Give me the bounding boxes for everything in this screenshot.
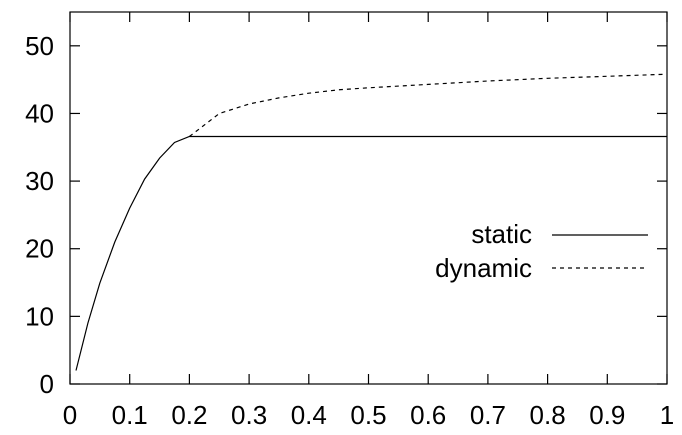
series-lines <box>75 73 668 371</box>
legend-label-static: static <box>471 219 532 249</box>
x-tick-label: 0.6 <box>410 400 446 430</box>
axis-ticks <box>69 12 668 385</box>
y-tick-label: 0 <box>40 369 54 399</box>
legend-label-dynamic: dynamic <box>435 253 532 283</box>
x-tick-label: 0.9 <box>589 400 625 430</box>
legend: static dynamic <box>435 219 648 283</box>
x-tick-labels: 0 0.1 0.2 0.3 0.4 0.5 0.6 0.7 0.8 0.9 1 <box>63 400 674 430</box>
y-tick-label: 40 <box>25 98 54 128</box>
x-tick-label: 0.1 <box>112 400 148 430</box>
plot-frame <box>69 11 668 385</box>
plot-area <box>69 11 668 385</box>
series-line-static <box>75 135 667 371</box>
series-line-dynamic <box>189 73 668 137</box>
x-tick-label: 1 <box>660 400 674 430</box>
y-tick-label: 50 <box>25 31 54 61</box>
x-tick-label: 0 <box>63 400 77 430</box>
y-tick-label: 20 <box>25 234 54 264</box>
x-tick-label: 0.7 <box>470 400 506 430</box>
y-tick-labels: 0 10 20 30 40 50 <box>25 31 54 399</box>
x-tick-label: 0.5 <box>350 400 386 430</box>
y-tick-label: 30 <box>25 166 54 196</box>
x-tick-label: 0.8 <box>530 400 566 430</box>
x-tick-label: 0.2 <box>171 400 207 430</box>
x-tick-label: 0.3 <box>231 400 267 430</box>
x-tick-label: 0.4 <box>291 400 327 430</box>
y-tick-label: 10 <box>25 301 54 331</box>
